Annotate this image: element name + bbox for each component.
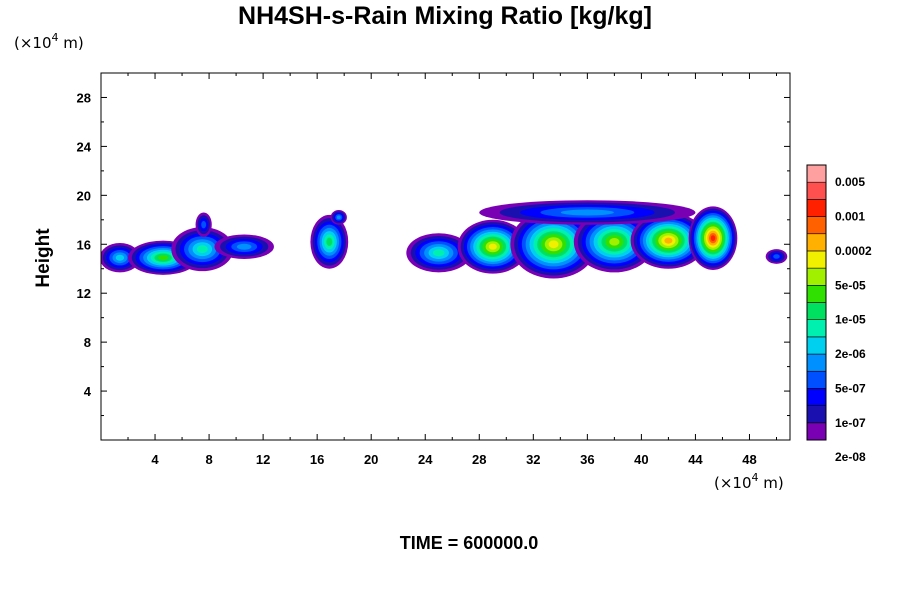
- colorbar: 0.005 0.001 0.0002 5e-05 1e-05 2e-06 5e-07 1e-0…: [806, 164, 872, 464]
- contour-level: [488, 243, 497, 250]
- x-tick-label: 32: [526, 452, 540, 467]
- contour-level: [664, 237, 673, 244]
- x-tick-label: 36: [580, 452, 594, 467]
- colorbar-label: 1e-07: [835, 416, 866, 430]
- x-tick-label: 4: [151, 452, 159, 467]
- x-tick-label: 40: [634, 452, 648, 467]
- contour-level: [196, 245, 208, 254]
- x-axis-unit: (×104 m): [714, 471, 784, 492]
- contour-level: [609, 237, 620, 246]
- contour-region: [310, 214, 349, 269]
- colorbar-swatch: [806, 302, 827, 320]
- colorbar-label: 0.001: [835, 210, 865, 224]
- colorbar-swatch: [806, 388, 827, 406]
- y-tick-label: 16: [77, 237, 91, 252]
- contour-level: [201, 220, 207, 229]
- contour-level: [115, 254, 125, 261]
- colorbar-swatch: [806, 405, 827, 424]
- contour-level: [336, 215, 341, 220]
- y-tick-label: 20: [77, 188, 91, 203]
- contour-region: [573, 211, 655, 273]
- contour-region: [171, 227, 234, 272]
- contour-region: [406, 233, 472, 273]
- colorbar-label: 5e-05: [835, 278, 866, 292]
- colorbar-swatch: [806, 422, 827, 441]
- contour-level: [773, 254, 780, 259]
- contour-level: [236, 243, 252, 250]
- contour-level: [158, 255, 169, 261]
- plot-frame: [100, 72, 791, 441]
- contour-region: [214, 234, 274, 259]
- x-tick-label: 44: [688, 452, 703, 467]
- y-tick-label: 12: [77, 286, 91, 301]
- colorbar-swatch: [806, 216, 827, 235]
- contour-region: [630, 212, 707, 269]
- x-tick-label: 16: [310, 452, 324, 467]
- y-tick-label: 4: [84, 384, 92, 399]
- contour-region: [330, 210, 347, 225]
- x-tick-label: 24: [418, 452, 433, 467]
- contour-level: [326, 237, 333, 247]
- contour-region: [101, 243, 141, 273]
- colorbar-swatch: [806, 267, 827, 286]
- contour-region: [479, 200, 696, 225]
- colorbar-swatch: [806, 353, 827, 372]
- colorbar-swatch: [806, 370, 827, 389]
- colorbar-label: 0.0002: [835, 244, 872, 258]
- colorbar-frame: [806, 164, 827, 441]
- time-label: TIME = 600000.0: [400, 533, 539, 553]
- colorbar-label: 2e-06: [835, 347, 866, 361]
- x-tick-label: 20: [364, 452, 378, 467]
- y-axis-label: Height: [33, 228, 54, 288]
- chart-title: NH4SH-s-Rain Mixing Ratio [kg/kg]: [238, 2, 652, 30]
- colorbar-swatch: [806, 199, 827, 217]
- x-tick-label: 8: [205, 452, 212, 467]
- x-tick-label: 12: [256, 452, 270, 467]
- x-tick-label: 48: [742, 452, 756, 467]
- contour-region: [765, 249, 788, 264]
- contour-level: [432, 249, 445, 257]
- colorbar-label: 1e-05: [835, 313, 866, 327]
- contour-region: [195, 212, 212, 237]
- colorbar-label: 0.005: [835, 175, 865, 189]
- contour-level: [710, 235, 716, 242]
- colorbar-swatch: [806, 336, 827, 355]
- colorbar-label: 5e-07: [835, 381, 866, 395]
- contour-region: [688, 206, 738, 270]
- colorbar-swatch: [806, 250, 827, 269]
- y-axis-unit: (×104 m): [14, 31, 84, 52]
- contour-level: [560, 209, 614, 216]
- colorbar-label: 2e-08: [835, 450, 866, 464]
- y-tick-label: 24: [77, 139, 92, 154]
- x-tick-label: 28: [472, 452, 486, 467]
- y-tick-label: 28: [77, 90, 91, 105]
- colorbar-swatch: [806, 319, 827, 338]
- contour-region: [457, 219, 528, 274]
- contour-region: [510, 210, 597, 279]
- colorbar-swatch: [806, 285, 827, 303]
- y-tick-label: 8: [84, 335, 91, 350]
- colorbar-swatch: [806, 164, 827, 183]
- colorbar-swatch: [806, 233, 827, 252]
- contour-level: [548, 240, 559, 249]
- colorbar-swatch: [806, 181, 827, 200]
